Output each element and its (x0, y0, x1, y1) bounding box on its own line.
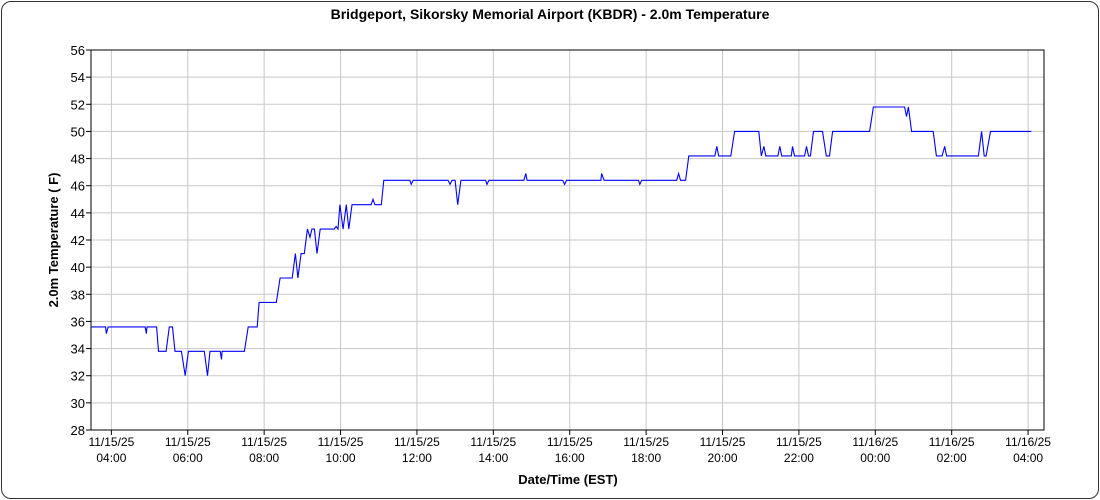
y-tick-label: 36 (71, 314, 85, 329)
x-axis-label: Date/Time (EST) (518, 472, 617, 487)
x-tick-label-date: 11/15/25 (241, 435, 287, 449)
x-tick-label-time: 18:00 (631, 451, 661, 465)
y-tick-label: 48 (71, 152, 85, 167)
y-axis-label: 2.0m Temperature ( F) (46, 173, 61, 308)
x-tick-label-date: 11/15/25 (623, 435, 669, 449)
x-tick-label-date: 11/15/25 (318, 435, 364, 449)
y-tick-label: 56 (71, 43, 85, 58)
x-tick-label-date: 11/15/25 (88, 435, 134, 449)
y-tick-label: 46 (71, 179, 85, 194)
y-tick-label: 32 (71, 369, 85, 384)
y-tick-label: 44 (71, 206, 85, 221)
x-tick-label-date: 11/15/25 (470, 435, 516, 449)
x-axis: 11/15/25 04:00 11/15/25 06:00 11/15/25 08:00 1… (88, 430, 1051, 465)
x-tick-label-date: 11/16/25 (929, 435, 975, 449)
chart-title: Bridgeport, Sikorsky Memorial Airport (K… (331, 6, 770, 22)
x-tick-label-time: 10:00 (326, 451, 356, 465)
y-tick-label: 52 (71, 97, 85, 112)
y-tick-label: 30 (71, 396, 85, 411)
x-tick-label-date: 11/16/25 (1005, 435, 1051, 449)
plot-area-border (90, 49, 1045, 431)
y-tick-label: 38 (71, 287, 85, 302)
x-tick-label-date: 11/15/25 (700, 435, 746, 449)
y-tick-label: 28 (71, 423, 85, 438)
x-tick-label-time: 22:00 (784, 451, 814, 465)
x-tick-label-time: 06:00 (173, 451, 203, 465)
y-tick-label: 42 (71, 233, 85, 248)
x-tick-label-time: 02:00 (937, 451, 967, 465)
x-tick-label-time: 04:00 (1013, 451, 1043, 465)
x-tick-label-time: 00:00 (860, 451, 890, 465)
x-tick-label-date: 11/15/25 (547, 435, 593, 449)
y-tick-label: 54 (71, 70, 85, 85)
x-tick-label-time: 16:00 (555, 451, 585, 465)
x-tick-label-time: 14:00 (478, 451, 508, 465)
x-tick-label-date: 11/15/25 (165, 435, 211, 449)
x-tick-label-date: 11/16/25 (852, 435, 898, 449)
x-tick-label-time: 12:00 (402, 451, 432, 465)
series-line-temperature (91, 106, 1032, 376)
x-tick-label-time: 08:00 (249, 451, 279, 465)
y-tick-label: 50 (71, 124, 85, 139)
x-tick-label-time: 20:00 (707, 451, 737, 465)
y-tick-label: 34 (71, 342, 85, 357)
x-tick-label-date: 11/15/25 (776, 435, 822, 449)
x-tick-label-time: 04:00 (96, 451, 126, 465)
x-tick-label-date: 11/15/25 (394, 435, 440, 449)
y-tick-label: 40 (71, 260, 85, 275)
y-axis: 28 30 32 34 36 38 40 42 44 46 48 50 52 54 56 (71, 43, 91, 438)
